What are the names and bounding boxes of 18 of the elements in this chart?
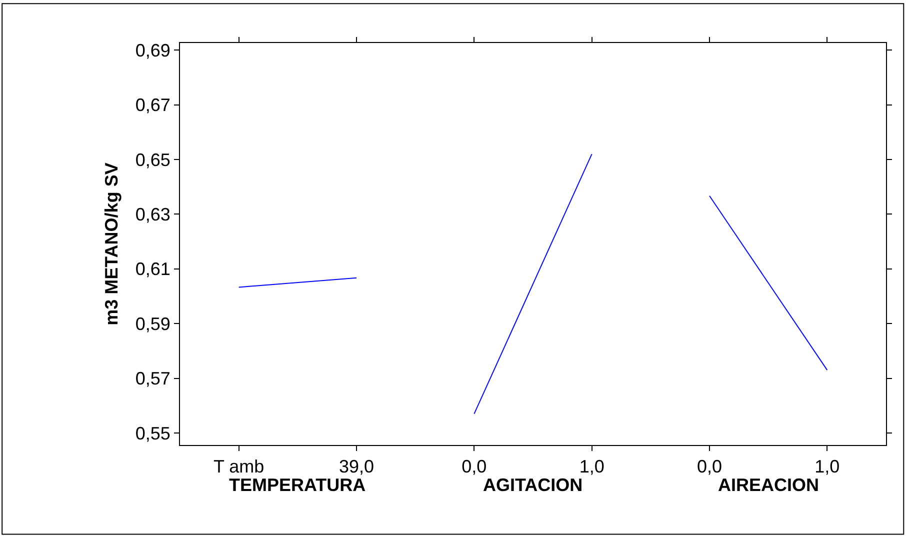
x-tick-label: 0,0	[696, 456, 722, 477]
y-tick-label: 0,61	[135, 259, 170, 280]
x-tick-label: 39,0	[338, 456, 374, 477]
x-tick-label: 1,0	[814, 456, 840, 477]
y-tick-label: 0,63	[135, 204, 170, 224]
x-tick-label: 0,0	[462, 456, 487, 477]
x-tick-label: 1,0	[579, 456, 604, 477]
y-tick-label: 0,69	[135, 40, 170, 60]
y-tick-label: 0,67	[135, 95, 170, 116]
y-axis-title: m3 METANO/kg SV	[102, 162, 122, 326]
y-tick-label: 0,55	[135, 423, 170, 444]
x-tick-label: T amb	[213, 456, 264, 477]
text: AGITACION	[483, 475, 583, 495]
text: AIREACION	[718, 475, 820, 495]
text: TEMPERATURA	[229, 475, 366, 495]
y-tick-label: 0,59	[135, 314, 170, 334]
y-tick-label: 0,65	[135, 150, 170, 170]
y-tick-label: 0,57	[135, 368, 170, 389]
